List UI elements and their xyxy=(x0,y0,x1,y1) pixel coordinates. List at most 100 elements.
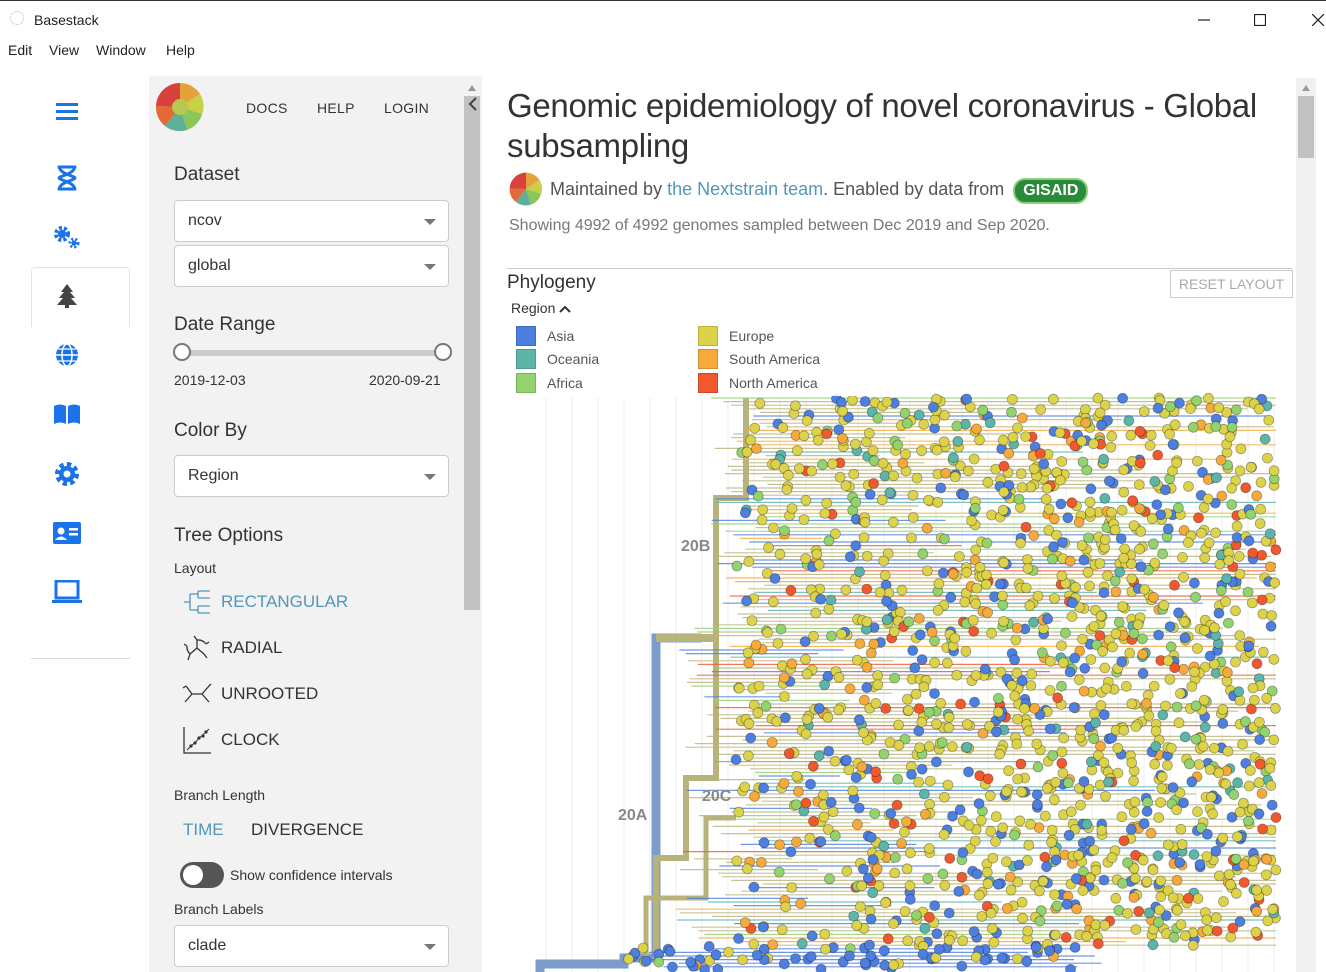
tree-tip[interactable] xyxy=(800,728,812,740)
tree-tip[interactable] xyxy=(820,943,831,955)
tree-tip[interactable] xyxy=(1167,782,1179,793)
tree-tip[interactable] xyxy=(881,595,893,607)
tree-tip[interactable] xyxy=(1178,663,1189,675)
tree-tip[interactable] xyxy=(1016,786,1027,798)
tree-tip[interactable] xyxy=(800,797,812,809)
tree-tip[interactable] xyxy=(1232,777,1243,789)
tree-tip[interactable] xyxy=(1167,465,1178,477)
tree-tip[interactable] xyxy=(1148,591,1159,603)
tree-tip[interactable] xyxy=(970,544,982,556)
dataset-select-2[interactable]: global xyxy=(174,245,449,287)
menu-icon[interactable] xyxy=(48,92,86,130)
tree-tip[interactable] xyxy=(969,835,981,847)
tree-tip[interactable] xyxy=(1141,698,1152,709)
tree-tip[interactable] xyxy=(1182,537,1194,549)
tree-tip[interactable] xyxy=(970,598,982,610)
tree-tip[interactable] xyxy=(1213,767,1225,779)
tree-tip[interactable] xyxy=(761,567,773,579)
tree-tip[interactable] xyxy=(1148,538,1159,550)
tree-tip[interactable] xyxy=(1054,427,1066,439)
tree-tip[interactable] xyxy=(1264,528,1276,540)
tree-tip[interactable] xyxy=(1217,704,1229,715)
tree-tip[interactable] xyxy=(1199,721,1211,733)
tree-tip[interactable] xyxy=(956,960,968,972)
menu-view[interactable]: View xyxy=(49,42,80,58)
tree-tip[interactable] xyxy=(924,775,936,787)
tree-tip[interactable] xyxy=(1152,850,1164,862)
tree-tip[interactable] xyxy=(1032,590,1044,602)
tree-tip[interactable] xyxy=(1126,573,1138,585)
tree-tip[interactable] xyxy=(973,798,985,809)
tree-tip[interactable] xyxy=(1056,746,1068,758)
tree-tip[interactable] xyxy=(957,935,969,947)
tree-tip[interactable] xyxy=(1171,701,1183,713)
tree-tip[interactable] xyxy=(907,489,919,501)
tree-tip[interactable] xyxy=(992,878,1004,890)
tree-tip[interactable] xyxy=(1149,475,1161,487)
tree-tip[interactable] xyxy=(1189,666,1200,678)
tree-tip[interactable] xyxy=(756,514,768,526)
tree-tip[interactable] xyxy=(1171,904,1183,916)
tree-tip[interactable] xyxy=(869,808,881,819)
tree-tip[interactable] xyxy=(884,487,896,499)
tree-tip[interactable] xyxy=(979,954,991,966)
tree-tip[interactable] xyxy=(1203,537,1215,549)
tree-tip[interactable] xyxy=(1226,499,1238,511)
tree-tip[interactable] xyxy=(1220,596,1231,608)
tree-tip[interactable] xyxy=(1102,570,1113,582)
tree-tip[interactable] xyxy=(930,756,942,768)
tree-tip[interactable] xyxy=(1096,824,1108,836)
tree-tip[interactable] xyxy=(1032,761,1044,773)
tree-tip[interactable] xyxy=(850,496,862,508)
tree-tip[interactable] xyxy=(774,839,786,851)
tree-tip[interactable] xyxy=(1137,667,1149,679)
tree-tip[interactable] xyxy=(953,886,965,897)
tree-tip[interactable] xyxy=(990,811,1002,822)
tree-tip[interactable] xyxy=(741,446,753,458)
scroll-up-icon[interactable] xyxy=(1301,84,1311,92)
tree-tip[interactable] xyxy=(1216,490,1228,502)
tree-tip[interactable] xyxy=(1261,692,1272,704)
tree-tip[interactable] xyxy=(954,460,966,472)
tree-tip[interactable] xyxy=(929,657,941,668)
tree-tip[interactable] xyxy=(929,635,940,647)
tree-tip[interactable] xyxy=(834,471,846,483)
tree-tip[interactable] xyxy=(943,711,955,723)
tree-tip[interactable] xyxy=(1118,552,1130,564)
tree-tip[interactable] xyxy=(1041,782,1053,794)
tree-tip[interactable] xyxy=(1013,493,1025,505)
laptop-icon[interactable] xyxy=(48,573,86,611)
tree-tip[interactable] xyxy=(1041,861,1052,873)
tree-tip[interactable] xyxy=(936,737,948,748)
tree-tip[interactable] xyxy=(703,941,715,952)
tree-tip[interactable] xyxy=(1031,738,1043,750)
tree-tip[interactable] xyxy=(1044,723,1056,735)
tree-tip[interactable] xyxy=(733,806,745,818)
tree-tip[interactable] xyxy=(763,542,774,553)
tree-tip[interactable] xyxy=(1258,646,1269,658)
tree-tip[interactable] xyxy=(933,943,945,955)
tree-tip[interactable] xyxy=(1084,496,1096,508)
tree-tip[interactable] xyxy=(1247,547,1259,559)
tree-tip[interactable] xyxy=(1243,815,1254,827)
tree-tip[interactable] xyxy=(1232,831,1243,843)
tree-tip[interactable] xyxy=(1243,780,1255,792)
tree-tip[interactable] xyxy=(861,616,873,628)
tree-tip[interactable] xyxy=(1193,759,1205,770)
tree-tip[interactable] xyxy=(813,750,825,762)
tree-tip[interactable] xyxy=(913,725,925,737)
tree-tip[interactable] xyxy=(710,949,722,961)
tree-tip[interactable] xyxy=(1174,857,1186,868)
tree-tip[interactable] xyxy=(1124,647,1136,659)
tree-tip[interactable] xyxy=(850,772,862,784)
nextstrain-team-link[interactable]: the Nextstrain team xyxy=(667,179,824,199)
tree-tip[interactable] xyxy=(1196,822,1207,834)
tree-tip[interactable] xyxy=(984,417,996,429)
tree-tip[interactable] xyxy=(929,688,940,700)
tree-tip[interactable] xyxy=(1060,932,1072,943)
tree-tip[interactable] xyxy=(879,569,891,581)
tree-tip[interactable] xyxy=(1183,892,1194,904)
tree-tip[interactable] xyxy=(914,742,926,754)
tree-tip[interactable] xyxy=(771,715,783,727)
tree-tip[interactable] xyxy=(888,626,900,637)
